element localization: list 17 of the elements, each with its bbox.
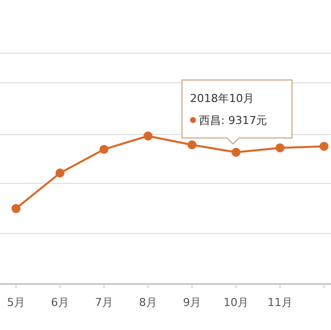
x-tick-label: 7月 — [95, 296, 113, 309]
point — [100, 144, 108, 154]
text: 西昌: 9317元 — [199, 114, 268, 127]
text: 2018年10月 — [190, 92, 254, 105]
point — [56, 168, 64, 178]
x-tick-label: 10月 — [224, 296, 248, 309]
point — [232, 148, 240, 157]
point — [276, 143, 284, 152]
point — [188, 140, 196, 150]
x-tick-label: 11月 — [268, 296, 292, 309]
x-tick-label: 8月 — [139, 296, 157, 309]
x-tick-label: 9月 — [183, 296, 201, 309]
point — [12, 204, 20, 214]
x-tick-label: 6月 — [51, 296, 69, 309]
point — [320, 142, 328, 151]
point — [144, 132, 152, 140]
x-tick-label: 5月 — [7, 296, 25, 309]
